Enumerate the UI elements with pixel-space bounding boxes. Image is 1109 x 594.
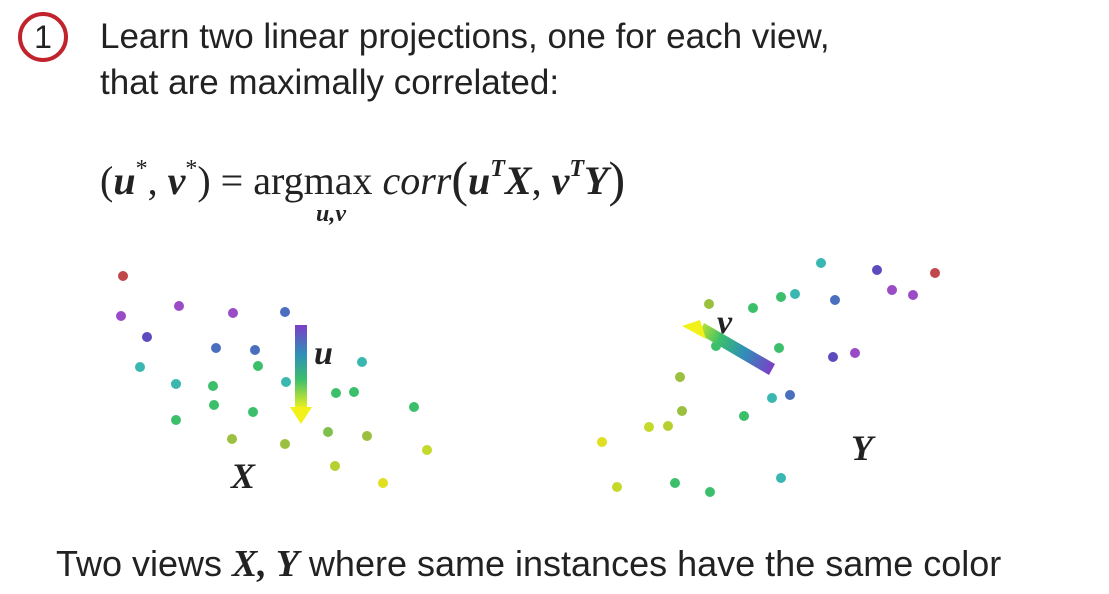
point	[908, 290, 918, 300]
point	[171, 379, 181, 389]
point	[597, 437, 607, 447]
eq-u-star: u	[113, 158, 136, 203]
eq-transpose: T	[490, 156, 505, 182]
point	[349, 387, 359, 397]
point	[378, 478, 388, 488]
point	[748, 303, 758, 313]
caption-vars: X, Y	[232, 543, 299, 585]
eq-equals: =	[210, 158, 254, 203]
point	[887, 285, 897, 295]
point	[142, 332, 152, 342]
point	[704, 299, 714, 309]
point	[208, 381, 218, 391]
point	[790, 289, 800, 299]
view-y-label: Y	[851, 428, 876, 468]
point	[816, 258, 826, 268]
point	[677, 406, 687, 416]
point	[116, 311, 126, 321]
eq-star: *	[135, 156, 148, 182]
eq-y: Y	[584, 158, 609, 203]
point	[774, 343, 784, 353]
point	[670, 478, 680, 488]
point	[253, 361, 263, 371]
point	[663, 421, 673, 431]
point	[830, 295, 840, 305]
caption: Two views X, Y where same instances have…	[56, 542, 1001, 586]
point	[135, 362, 145, 372]
heading: Learn two linear projections, one for ea…	[100, 14, 830, 106]
eq-x: X	[504, 158, 532, 203]
point	[174, 301, 184, 311]
point	[409, 402, 419, 412]
eq-paren: )	[608, 151, 626, 207]
projection-v-arrow	[682, 320, 775, 375]
argmax-subscript: u,v	[316, 201, 346, 227]
point	[171, 415, 181, 425]
eq-paren: )	[197, 158, 211, 203]
point	[872, 265, 882, 275]
caption-suffix: where same instances have the same color	[298, 543, 1002, 584]
caption-prefix: Two views	[56, 543, 233, 584]
point	[281, 377, 291, 387]
point	[248, 407, 258, 417]
point	[767, 393, 777, 403]
point	[422, 445, 432, 455]
view-x-label: X	[230, 456, 256, 496]
point	[776, 292, 786, 302]
point	[323, 427, 333, 437]
point	[118, 271, 128, 281]
projection-u-arrow	[290, 325, 312, 424]
point	[250, 345, 260, 355]
eq-transpose: T	[569, 156, 585, 182]
eq-u: u	[468, 158, 491, 203]
point	[930, 268, 940, 278]
point	[228, 308, 238, 318]
point	[705, 487, 715, 497]
cca-equation: (u*, v*) = argmax corr(uTX, vTY)	[100, 150, 625, 208]
point	[227, 434, 237, 444]
view-y-points	[597, 258, 940, 497]
eq-argmax: argmax	[253, 158, 373, 203]
step-number: 1	[34, 18, 52, 55]
point	[330, 461, 340, 471]
point	[739, 411, 749, 421]
point	[612, 482, 622, 492]
eq-star: *	[185, 156, 198, 182]
eq-comma: ,	[531, 158, 552, 203]
point	[280, 307, 290, 317]
heading-line-2: that are maximally correlated:	[100, 63, 560, 102]
heading-line-1: Learn two linear projections, one for ea…	[100, 17, 830, 56]
point	[644, 422, 654, 432]
eq-v-star: v	[167, 158, 186, 203]
point	[209, 400, 219, 410]
point	[850, 348, 860, 358]
point	[828, 352, 838, 362]
point	[331, 388, 341, 398]
point	[357, 357, 367, 367]
projection-v-label: v	[717, 304, 733, 341]
step-number-badge: 1	[18, 12, 68, 62]
point	[776, 473, 786, 483]
point	[362, 431, 372, 441]
eq-paren: (	[100, 158, 114, 203]
point	[675, 372, 685, 382]
eq-v: v	[551, 158, 570, 203]
point	[785, 390, 795, 400]
eq-paren: (	[451, 151, 468, 207]
eq-comma: ,	[147, 158, 168, 203]
point	[211, 343, 221, 353]
projection-u-label: u	[314, 335, 333, 372]
view-x-points	[116, 271, 432, 488]
eq-corr: corr	[382, 158, 452, 203]
point	[280, 439, 290, 449]
